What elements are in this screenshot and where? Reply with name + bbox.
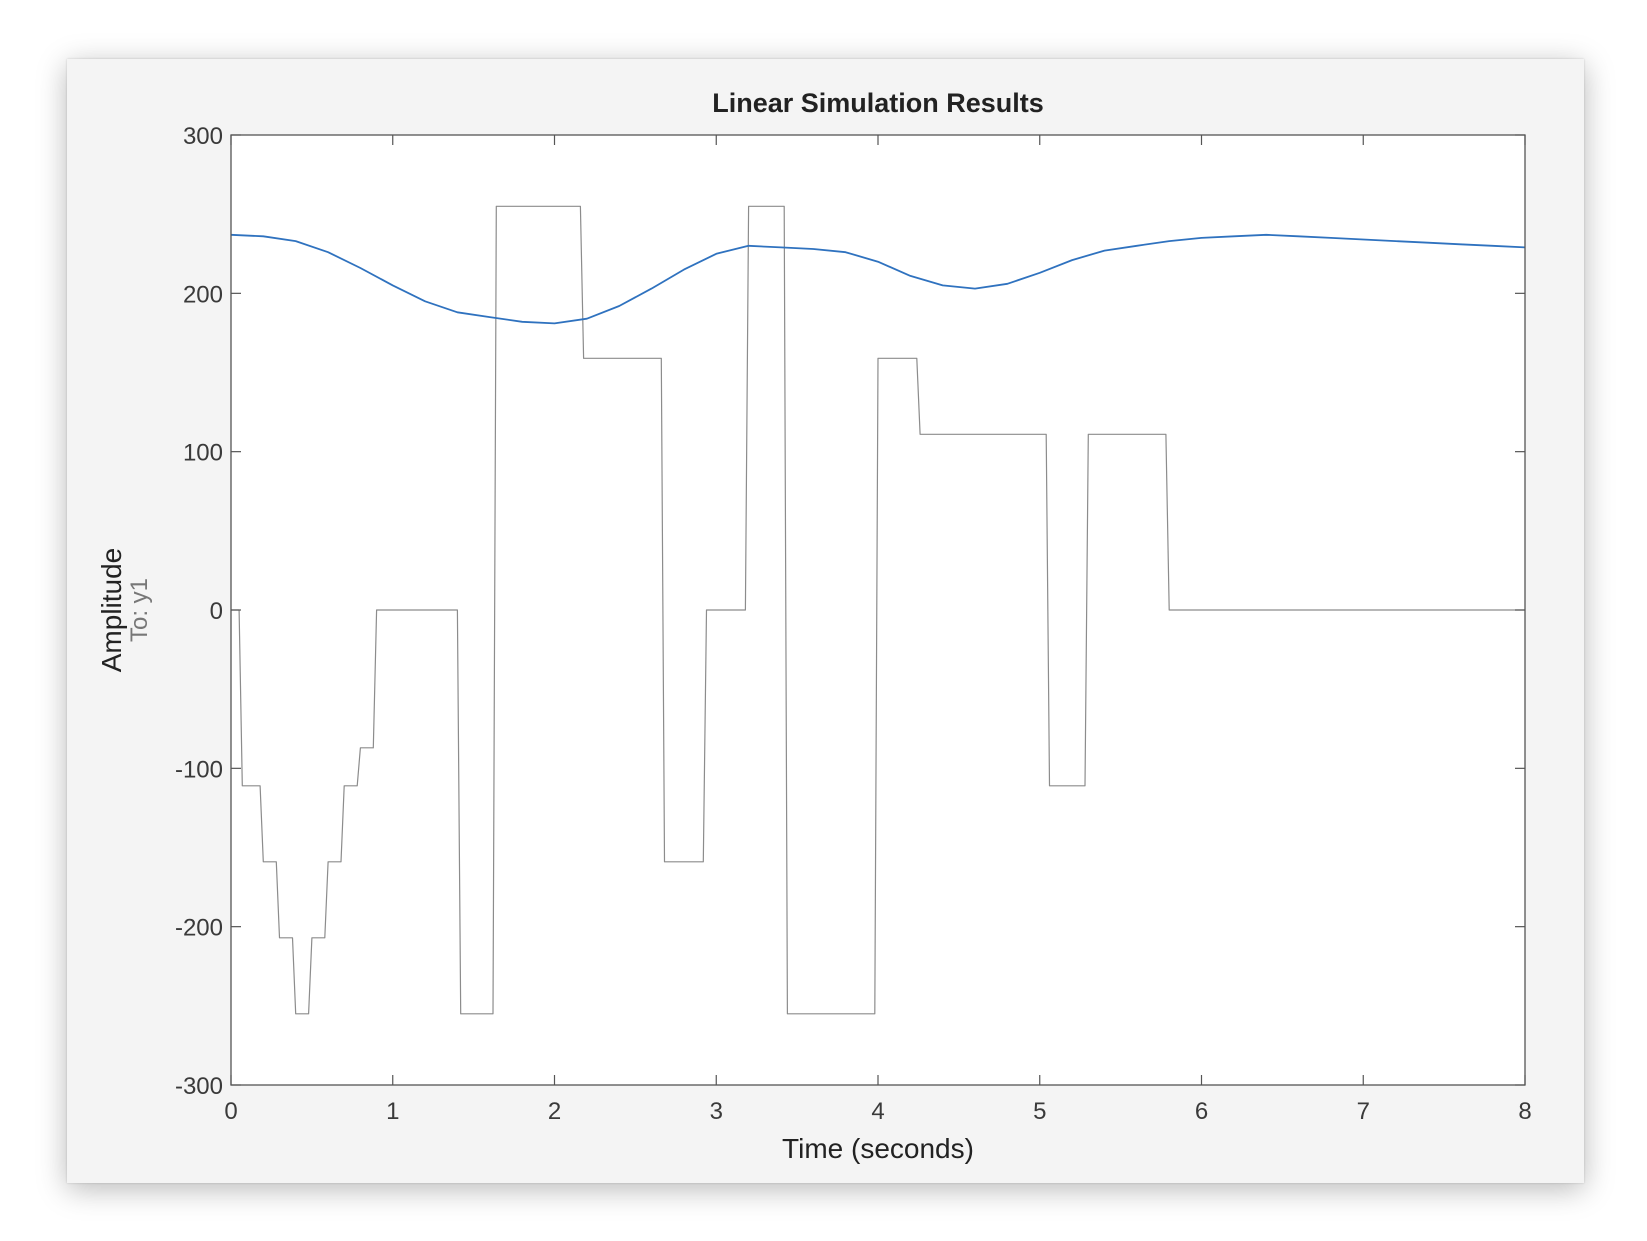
x-tick-label: 1 <box>386 1098 399 1125</box>
x-tick-label: 3 <box>710 1098 723 1125</box>
y-axis-label: Amplitude <box>96 548 127 673</box>
x-tick-label: 2 <box>548 1098 561 1125</box>
x-axis-label: Time (seconds) <box>782 1133 974 1164</box>
input-signal-line <box>231 205 1525 1015</box>
y-tick-label: -200 <box>175 915 223 942</box>
y-tick-label: 300 <box>183 123 223 150</box>
x-tick-label: 4 <box>871 1098 884 1125</box>
x-tick-labels: 0 1 2 3 4 5 6 7 8 <box>224 1098 1531 1125</box>
x-tick-label: 8 <box>1518 1098 1531 1125</box>
y-tick-label: 0 <box>210 598 223 625</box>
y-tick-label: 200 <box>183 281 223 308</box>
y-tick-labels: -300 -200 -100 0 100 200 300 <box>175 123 223 1100</box>
series-layer <box>230 205 1526 1015</box>
tick-layer <box>230 134 1526 1086</box>
y-tick-label: 100 <box>183 440 223 467</box>
x-tick-label: 5 <box>1033 1098 1046 1125</box>
y-tick-label: -100 <box>175 756 223 783</box>
y-tick-label: -300 <box>175 1073 223 1100</box>
chart-canvas: 0 1 2 3 4 5 6 7 8 -300 -200 -100 0 100 200 300 Linear … <box>96 88 1532 1164</box>
chart-title: Linear Simulation Results <box>712 88 1044 118</box>
x-tick-label: 6 <box>1195 1098 1208 1125</box>
x-tick-label: 7 <box>1357 1098 1370 1125</box>
response-signal-line <box>230 233 1526 325</box>
x-tick-label: 0 <box>224 1098 237 1125</box>
figure-window: 0 1 2 3 4 5 6 7 8 -300 -200 -100 0 100 200 300 Linear … <box>67 59 1584 1183</box>
output-channel-label: To: y1 <box>126 578 153 642</box>
